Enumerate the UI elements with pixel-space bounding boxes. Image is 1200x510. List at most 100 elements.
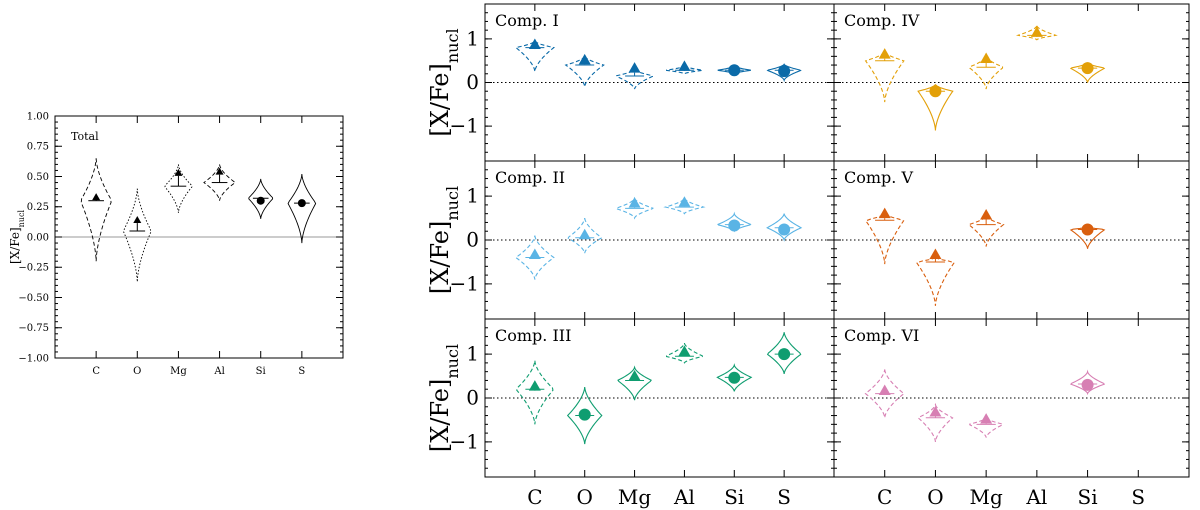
measurement-marker (1081, 62, 1094, 75)
x-tick-label: O (927, 485, 943, 509)
lower-limit-marker (929, 406, 942, 417)
y-tick-label: −0.75 (18, 323, 49, 334)
x-tick-label: S (777, 485, 791, 509)
measurement-marker (256, 196, 265, 205)
violin-mg (967, 214, 1005, 247)
x-tick-label: Al (1025, 485, 1047, 509)
lower-limit-marker (628, 62, 641, 73)
lower-limit-marker (878, 207, 891, 219)
measurement-marker (728, 64, 741, 77)
y-tick-label: −0.50 (18, 293, 49, 304)
violin-o (567, 217, 602, 254)
lower-limit-marker (578, 53, 591, 65)
measurement-marker (778, 348, 791, 361)
x-tick-label: Al (673, 485, 695, 509)
panel-title: Comp. VI (844, 326, 919, 345)
y-axis-label: [X/Fe]nucl (8, 210, 26, 265)
lower-limit-marker (528, 38, 541, 50)
violin-al (666, 65, 703, 75)
x-tick-label: Si (1078, 485, 1098, 509)
lower-limit-marker (678, 196, 691, 207)
panel-comp-iv: Comp. IV (833, 3, 1190, 162)
y-axis-label-sub: nucl (443, 28, 462, 63)
panel-comp-iii: 1 0 −1 C O Mg Al Si S Comp. III [X/Fe]nucl (426, 318, 835, 509)
lower-limit-marker (133, 216, 142, 224)
violin-al (1015, 24, 1058, 41)
y-tick-label: 0.50 (27, 172, 49, 183)
measurement-marker (1081, 223, 1094, 236)
violin-o (123, 188, 152, 282)
y-axis-label-sub: nucl (443, 344, 462, 379)
x-tick-label: C (527, 485, 542, 509)
violin-si (248, 178, 274, 219)
x-tick-label: Mg (170, 366, 187, 377)
y-tick-label: 0.75 (27, 142, 49, 153)
violin-mg (969, 54, 1004, 90)
plot-frame (833, 318, 1190, 478)
y-axis-label: [X/Fe]nucl (426, 28, 462, 136)
lower-limit-marker (929, 248, 942, 259)
x-tick-label: Mg (618, 485, 651, 509)
violin-al (663, 196, 706, 215)
lower-limit-marker (678, 345, 691, 356)
violin-s (766, 213, 803, 242)
violin-si (1069, 62, 1106, 83)
x-tick-label: S (1131, 485, 1145, 509)
violin-al (666, 343, 703, 364)
violin-c (80, 158, 112, 262)
lower-limit-marker (980, 413, 993, 424)
y-axis-label-sub: nucl (443, 186, 462, 221)
lower-limit-marker (528, 248, 541, 259)
violin-mg (969, 416, 1004, 438)
y-axis-label-main: [X/Fe] (426, 63, 454, 136)
lower-limit-marker (980, 208, 993, 220)
lower-limit-marker (578, 228, 591, 240)
x-tick-label: C (92, 366, 100, 377)
measurement-marker (578, 408, 591, 421)
violin-al (203, 164, 236, 201)
panel-comp-ii: 1 0 −1 Comp. II [X/Fe]nucl (426, 160, 835, 320)
y-tick-label: −1 (450, 429, 479, 453)
violin-si (716, 363, 753, 392)
x-tick-label: O (133, 366, 141, 377)
violin-o (566, 386, 603, 445)
panel-title: Comp. IV (844, 11, 920, 30)
violin-mg (617, 365, 652, 401)
y-axis-label-main: [X/Fe] (426, 221, 454, 294)
measurement-marker (728, 371, 741, 384)
y-axis-label: [X/Fe]nucl (426, 186, 462, 294)
lower-limit-marker (980, 52, 993, 64)
violin-s (766, 332, 802, 374)
violin-s (766, 63, 802, 83)
violin-s (287, 174, 317, 244)
measurement-marker (778, 65, 791, 78)
measurement-marker (728, 219, 741, 232)
y-tick-label: 0 (466, 228, 479, 252)
x-tick-label: Si (724, 485, 744, 509)
violin-si (1070, 369, 1106, 396)
violin-c (864, 369, 905, 418)
lower-limit-marker (678, 60, 691, 71)
violin-o (917, 83, 954, 131)
x-tick-label: Si (256, 366, 266, 377)
lower-limit-marker (174, 168, 183, 176)
x-tick-label: O (577, 485, 593, 509)
x-tick-label: C (877, 485, 892, 509)
panel-title: Comp. III (495, 326, 571, 345)
lower-limit-marker (878, 384, 891, 396)
violin-c (516, 360, 554, 425)
y-axis-label-main: [X/Fe] (426, 379, 454, 452)
y-tick-label: 1.00 (27, 111, 49, 122)
panel-title: Total (71, 130, 99, 143)
y-tick-label: −0.25 (18, 263, 49, 274)
y-tick-label: 0.00 (27, 232, 49, 243)
panel-title: Comp. I (495, 11, 559, 30)
violin-mg (164, 164, 193, 213)
plot-frame (54, 115, 344, 359)
y-axis-label-main: [X/Fe] (8, 227, 22, 264)
y-tick-label: −1 (450, 271, 479, 295)
panel-comp-vi: C O Mg Al Si S Comp. VI (833, 318, 1190, 509)
violin-mg (616, 68, 653, 90)
lower-limit-marker (878, 48, 891, 59)
